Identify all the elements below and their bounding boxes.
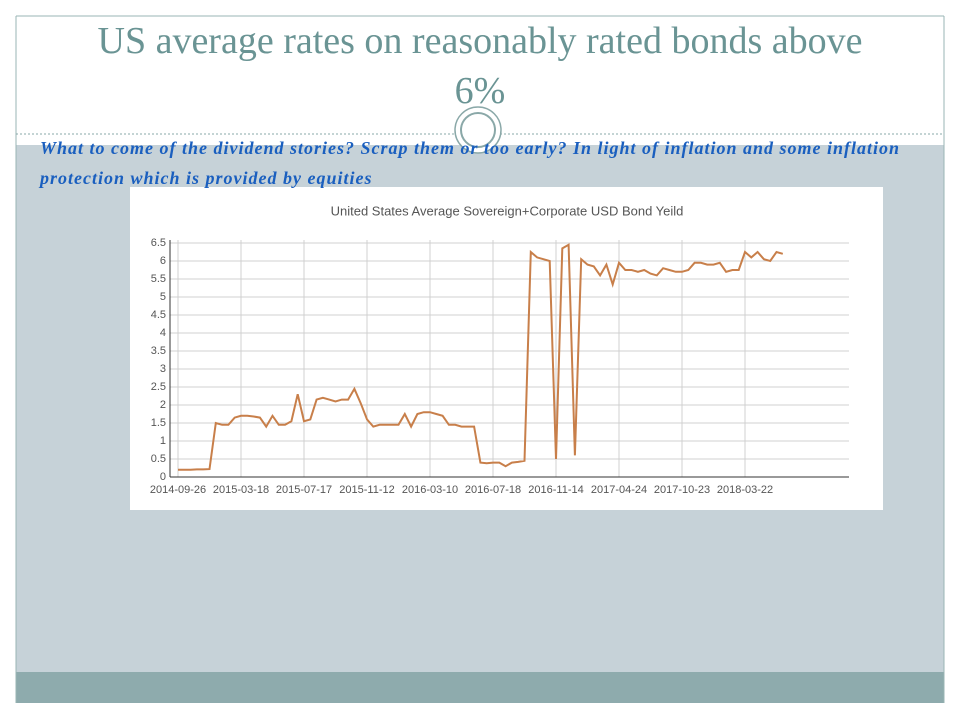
x-tick-label: 2015-11-12 [339, 484, 394, 496]
y-tick-label: 4 [160, 327, 166, 339]
y-tick-label: 5.5 [151, 273, 166, 285]
slide-title: US average rates on reasonably rated bon… [97, 20, 863, 112]
x-tick-label: 2015-03-18 [213, 484, 269, 496]
y-tick-label: 0 [160, 471, 166, 483]
x-tick-label: 2017-04-24 [591, 484, 647, 496]
x-tick-label: 2018-03-22 [717, 484, 773, 496]
x-tick-label: 2017-10-23 [654, 484, 710, 496]
y-tick-label: 2 [160, 399, 166, 411]
y-tick-label: 5 [160, 291, 166, 303]
data-line [178, 243, 784, 471]
y-tick-label: 3 [160, 363, 166, 375]
y-tick-label: 4.5 [151, 309, 166, 321]
y-tick-label: 6 [160, 255, 166, 267]
y-tick-label: 6.5 [151, 237, 166, 249]
y-tick-label: 1 [160, 435, 166, 447]
x-tick-label: 2016-11-14 [528, 484, 583, 496]
x-tick-label: 2014-09-26 [150, 484, 206, 496]
x-tick-label: 2016-07-18 [465, 484, 521, 496]
chart-title: United States Average Sovereign+Corporat… [331, 203, 684, 218]
y-tick-label: 0.5 [151, 453, 166, 465]
x-tick-label: 2015-07-17 [276, 484, 332, 496]
x-tick-label: 2016-03-10 [402, 484, 458, 496]
y-tick-label: 3.5 [151, 345, 166, 357]
y-tick-label: 1.5 [151, 417, 166, 429]
y-tick-label: 2.5 [151, 381, 166, 393]
slide-subtitle: What to come of the dividend stories? Sc… [40, 138, 901, 188]
